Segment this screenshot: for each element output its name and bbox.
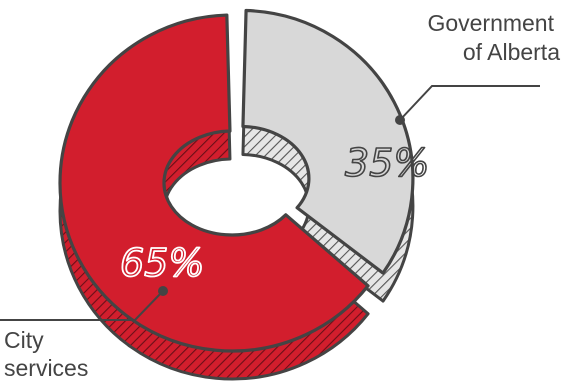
slice-city-services (58, 13, 370, 353)
legend-city-line1: City (4, 327, 44, 353)
slice-government-of-alberta (241, 8, 415, 275)
legend-city-line2: services (4, 355, 88, 381)
city-leader-line (0, 290, 164, 321)
legend-government-line2: of Alberta (463, 39, 560, 65)
slice-top-layer (58, 8, 415, 353)
legend-government-line1: Government (427, 10, 554, 36)
government-leader-dot (395, 115, 405, 125)
government-leader-line (399, 85, 540, 121)
data-label-city: 65% (120, 241, 204, 285)
city-leader-dot (158, 286, 168, 296)
data-label-government: 35% (345, 141, 429, 185)
